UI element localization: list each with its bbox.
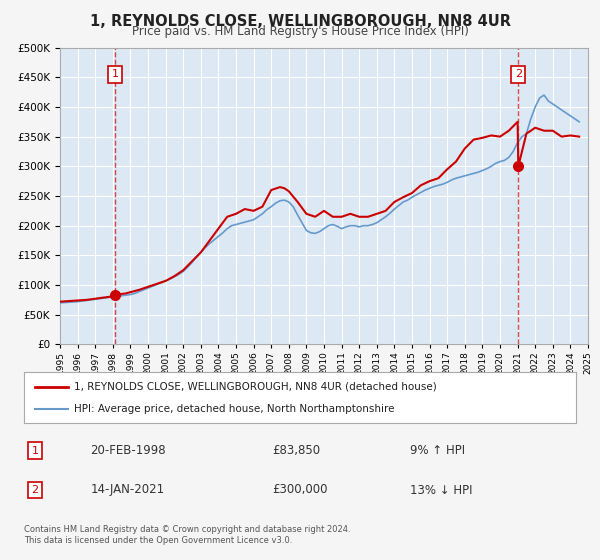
- Text: HPI: Average price, detached house, North Northamptonshire: HPI: Average price, detached house, Nort…: [74, 404, 394, 414]
- Text: 14-JAN-2021: 14-JAN-2021: [90, 483, 164, 497]
- Text: 1: 1: [112, 69, 119, 80]
- Text: 1, REYNOLDS CLOSE, WELLINGBOROUGH, NN8 4UR: 1, REYNOLDS CLOSE, WELLINGBOROUGH, NN8 4…: [89, 14, 511, 29]
- Text: 2: 2: [31, 485, 38, 495]
- Text: 1: 1: [32, 446, 38, 456]
- Text: 20-FEB-1998: 20-FEB-1998: [90, 444, 166, 458]
- Text: 1, REYNOLDS CLOSE, WELLINGBOROUGH, NN8 4UR (detached house): 1, REYNOLDS CLOSE, WELLINGBOROUGH, NN8 4…: [74, 381, 436, 391]
- Text: 13% ↓ HPI: 13% ↓ HPI: [410, 483, 473, 497]
- Text: 9% ↑ HPI: 9% ↑ HPI: [410, 444, 466, 458]
- Text: 2: 2: [515, 69, 522, 80]
- Text: £300,000: £300,000: [272, 483, 328, 497]
- Text: £83,850: £83,850: [272, 444, 320, 458]
- Text: Contains HM Land Registry data © Crown copyright and database right 2024.: Contains HM Land Registry data © Crown c…: [24, 525, 350, 534]
- Text: This data is licensed under the Open Government Licence v3.0.: This data is licensed under the Open Gov…: [24, 536, 292, 545]
- Text: Price paid vs. HM Land Registry's House Price Index (HPI): Price paid vs. HM Land Registry's House …: [131, 25, 469, 38]
